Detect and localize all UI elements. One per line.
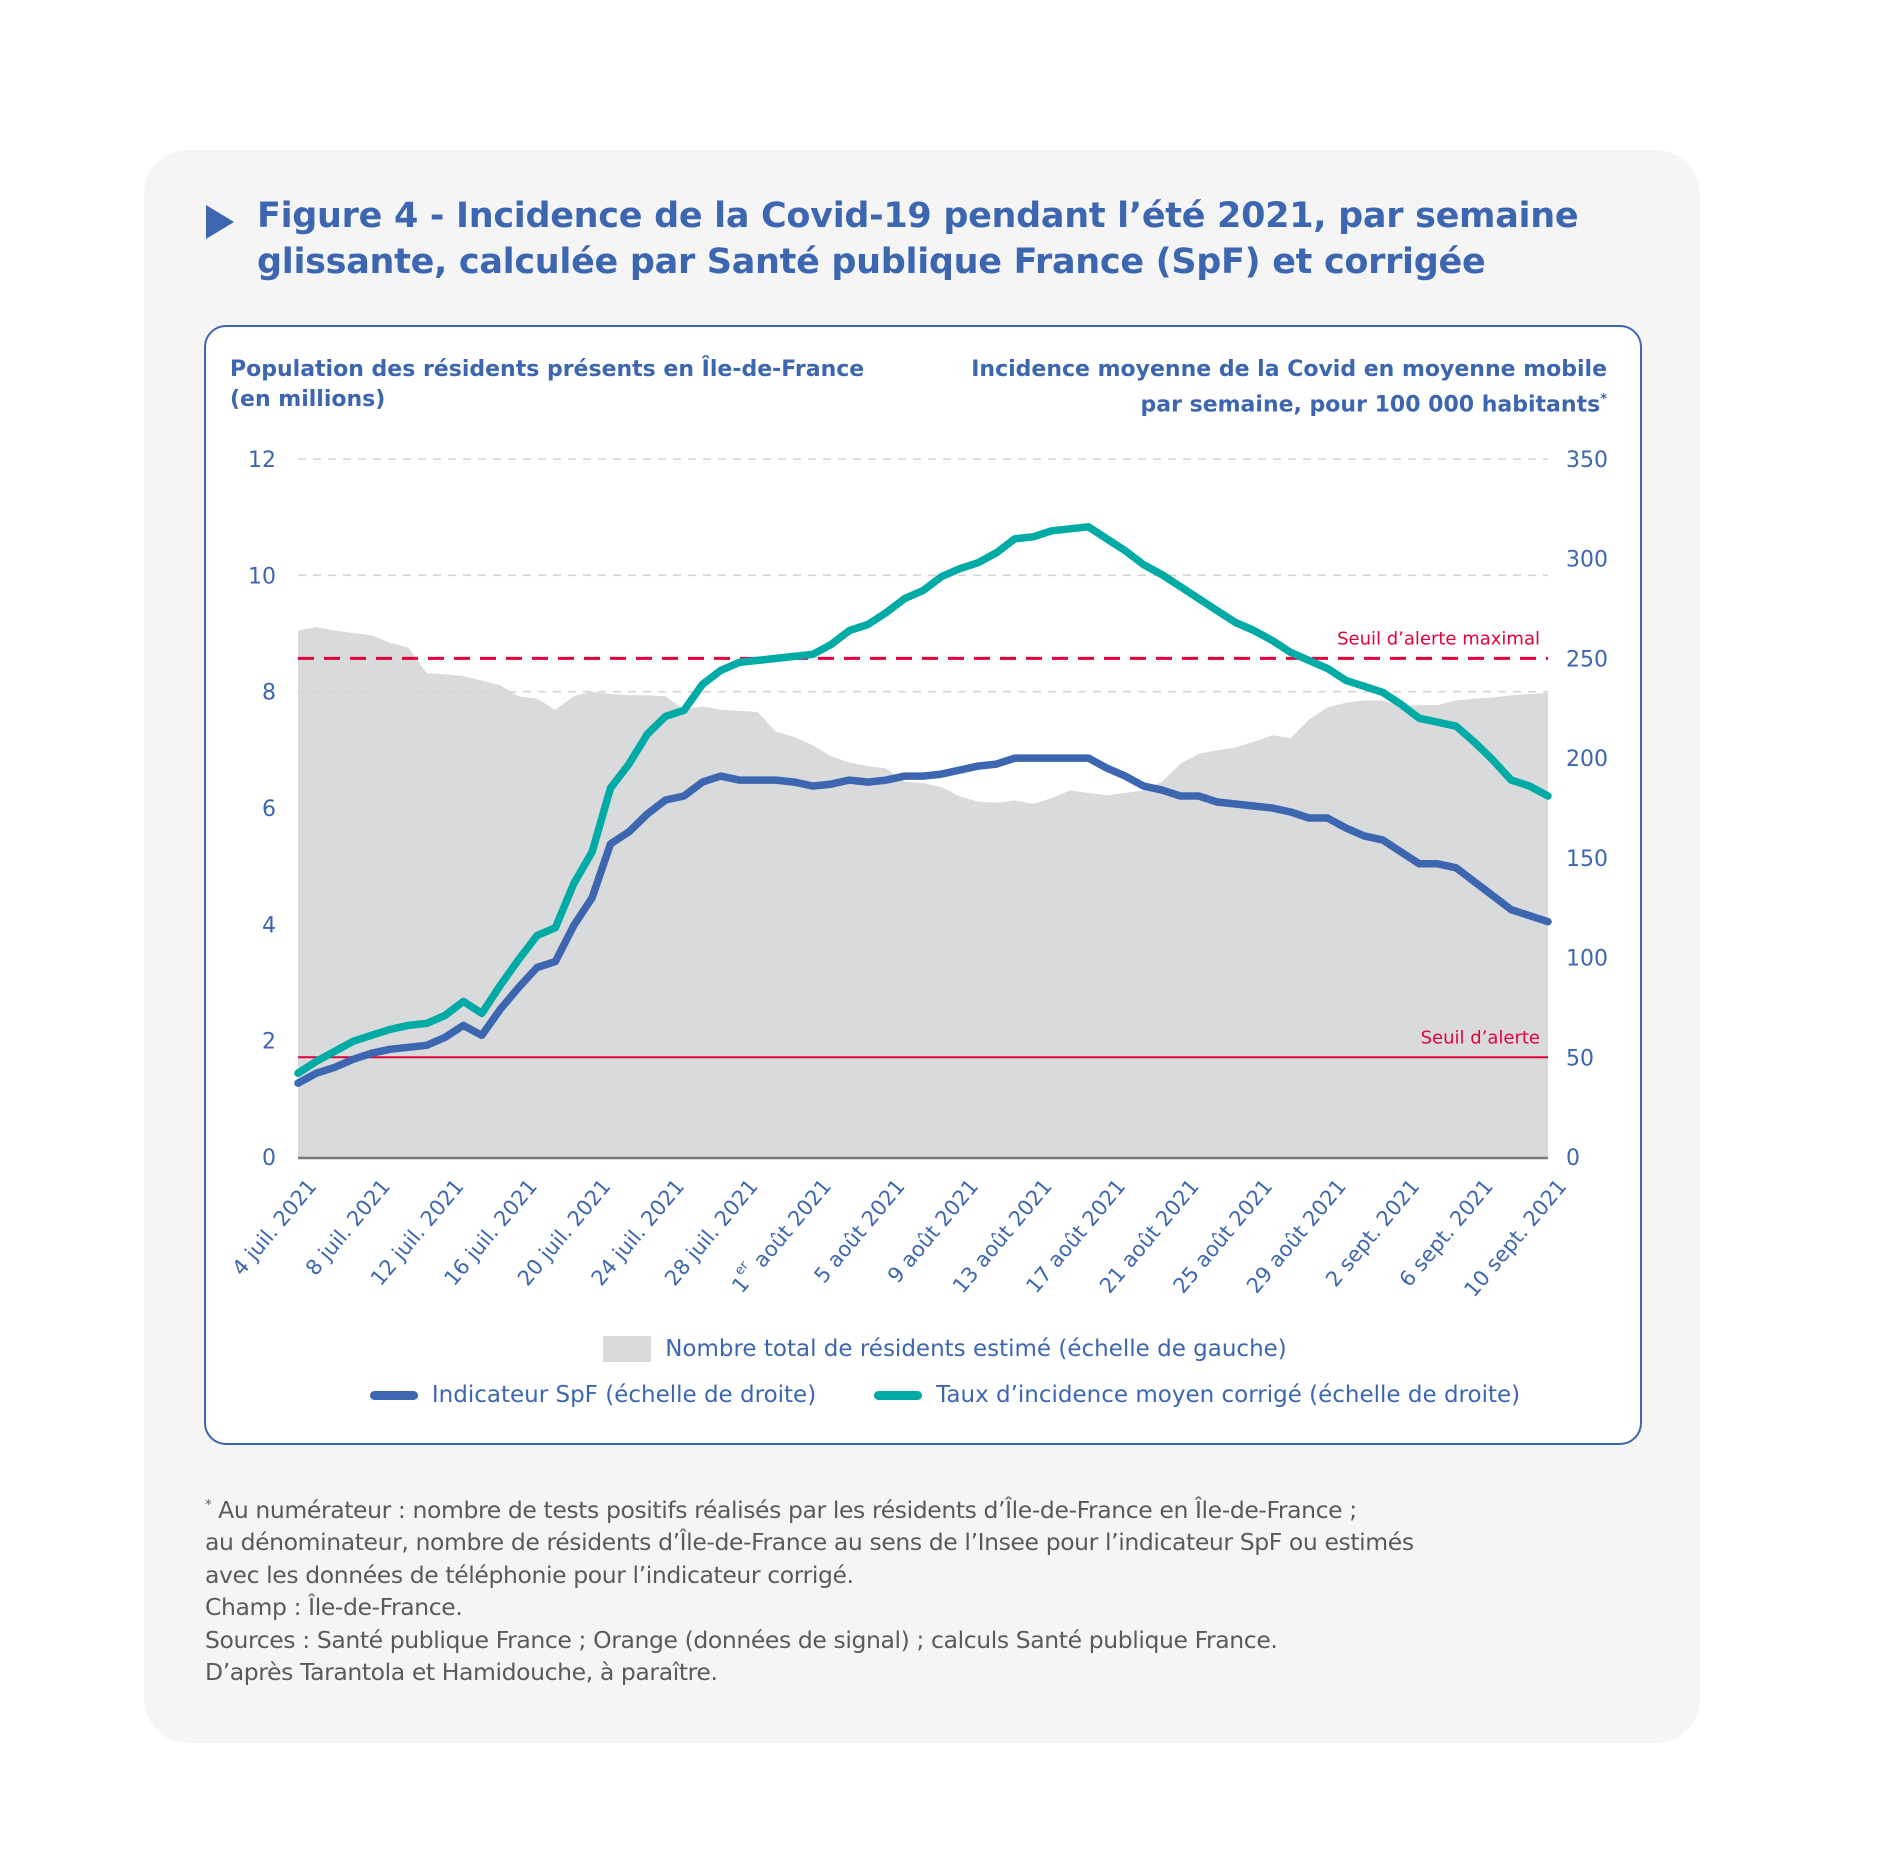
right-axis-title: Incidence moyenne de la Covid en moyenne… bbox=[900, 355, 1607, 420]
right-axis-title-line2: par semaine, pour 100 000 habitants bbox=[1140, 392, 1601, 418]
footnote-line-3: avec les données de téléphonie pour l’in… bbox=[205, 1560, 854, 1589]
legend: Nombre total de résidents estimé (échell… bbox=[0, 1336, 1890, 1362]
footnote-champ: Champ : Île-de-France. bbox=[205, 1593, 463, 1622]
y-right-tick-label: 250 bbox=[1566, 647, 1608, 672]
threshold-label-max: Seuil d’alerte maximal bbox=[1337, 628, 1540, 649]
y-left-tick-label: 12 bbox=[248, 448, 276, 473]
legend-label-spf: Indicateur SpF (échelle de droite) bbox=[431, 1382, 817, 1408]
y-right-tick-label: 50 bbox=[1566, 1046, 1594, 1071]
footnote-line-2: au dénominateur, nombre de résidents d’Î… bbox=[205, 1528, 1414, 1557]
footnote-asterisk: * bbox=[205, 1498, 212, 1513]
y-right-tick-label: 200 bbox=[1566, 747, 1608, 772]
series-line-corrected bbox=[294, 523, 1552, 1077]
y-right-tick-label: 300 bbox=[1566, 548, 1608, 573]
figure-title: Figure 4 - Incidence de la Covid-19 pend… bbox=[257, 193, 1637, 285]
y-left-tick-label: 0 bbox=[262, 1146, 276, 1171]
figure-title-line2: glissante, calculée par Santé publique F… bbox=[257, 242, 1486, 282]
footnote-marker: * bbox=[1600, 392, 1607, 407]
legend-item-residents: Nombre total de résidents estimé (échell… bbox=[603, 1336, 1287, 1362]
y-left-tick-label: 8 bbox=[262, 681, 276, 706]
footnote-text-1: Au numérateur : nombre de tests positifs… bbox=[211, 1495, 1357, 1524]
figure-title-line1: Figure 4 - Incidence de la Covid-19 pend… bbox=[257, 196, 1579, 236]
left-axis-title-line1: Population des résidents présents en Île… bbox=[230, 357, 865, 382]
y-right-tick-label: 350 bbox=[1566, 448, 1608, 473]
footnote-line-1: * Au numérateur : nombre de tests positi… bbox=[205, 1490, 1605, 1526]
legend-swatch-area bbox=[603, 1336, 652, 1362]
threshold-label-alert: Seuil d’alerte bbox=[1421, 1027, 1540, 1048]
area-layer bbox=[298, 627, 1548, 1157]
legend-item-corrected: Taux d’incidence moyen corrigé (échelle … bbox=[874, 1382, 1520, 1408]
left-axis-title: Population des résidents présents en Île… bbox=[230, 355, 930, 415]
footnote-sources: Sources : Santé publique France ; Orange… bbox=[205, 1625, 1278, 1654]
y-right-tick-label: 100 bbox=[1566, 947, 1608, 972]
series-line-spf bbox=[294, 754, 1552, 1087]
legend-swatch-spf bbox=[369, 1390, 418, 1400]
area-residents bbox=[298, 627, 1548, 1157]
legend-label-corrected: Taux d’incidence moyen corrigé (échelle … bbox=[936, 1382, 1521, 1408]
footnote: * Au numérateur : nombre de tests positi… bbox=[205, 1490, 1605, 1689]
y-right-tick-label: 150 bbox=[1566, 847, 1608, 872]
threshold-layer: Seuil d’alerte maximal Seuil d’alerte bbox=[298, 628, 1548, 1059]
y-left-tick-label: 10 bbox=[248, 564, 276, 589]
y-left-tick-label: 2 bbox=[262, 1030, 276, 1055]
legend-label-residents: Nombre total de résidents estimé (échell… bbox=[665, 1336, 1287, 1362]
left-axis-title-line2: (en millions) bbox=[230, 387, 386, 412]
legend-swatch-corrected bbox=[874, 1390, 923, 1400]
series-lines bbox=[294, 523, 1552, 1087]
footnote-credit: D’après Tarantola et Hamidouche, à paraî… bbox=[205, 1658, 718, 1687]
y-left-tick-label: 6 bbox=[262, 797, 276, 822]
legend-item-spf: Indicateur SpF (échelle de droite) bbox=[369, 1382, 817, 1408]
legend-lines: Indicateur SpF (échelle de droite) Taux … bbox=[0, 1382, 1890, 1408]
right-axis-title-line1: Incidence moyenne de la Covid en moyenne… bbox=[971, 357, 1607, 382]
y-right-tick-label: 0 bbox=[1566, 1146, 1580, 1171]
gridlines bbox=[298, 458, 1548, 693]
y-left-tick-label: 4 bbox=[262, 913, 276, 938]
play-arrow-icon bbox=[206, 205, 234, 239]
